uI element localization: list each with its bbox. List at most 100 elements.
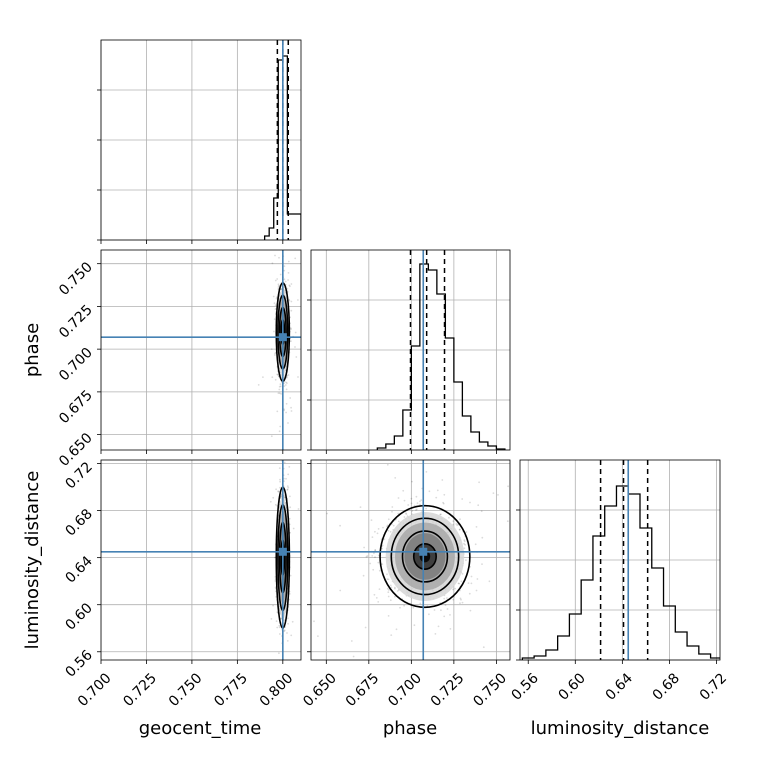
sample-point xyxy=(270,370,272,372)
sample-point xyxy=(278,467,281,469)
sample-point xyxy=(475,526,478,528)
sample-point xyxy=(402,489,405,492)
sample-point xyxy=(415,508,418,511)
sample-point xyxy=(464,543,466,546)
x-tick-label-luminosity_distance: 0.72 xyxy=(697,670,730,703)
truth-marker xyxy=(278,333,287,342)
sample-point xyxy=(280,288,282,291)
sample-point xyxy=(295,356,298,358)
sample-point xyxy=(288,466,291,468)
sample-point xyxy=(276,278,279,280)
sample-point xyxy=(412,606,415,609)
sample-point xyxy=(428,490,431,493)
sample-point xyxy=(474,543,477,546)
sample-point xyxy=(446,608,449,610)
sample-point xyxy=(286,489,289,491)
sample-point xyxy=(482,646,485,649)
sample-point xyxy=(286,727,288,729)
y-axis-title-luminosity_distance: luminosity_distance xyxy=(22,471,43,650)
sample-point xyxy=(264,211,266,213)
sample-point xyxy=(294,346,296,348)
sample-point xyxy=(301,204,303,206)
sample-point xyxy=(283,494,286,497)
panel-frame xyxy=(310,459,511,661)
sample-point xyxy=(470,575,473,578)
x-tick-label-luminosity_distance: 0.56 xyxy=(508,670,541,703)
sample-point xyxy=(286,632,288,634)
sample-point xyxy=(284,280,287,283)
sample-point xyxy=(286,485,289,487)
sample-point xyxy=(279,486,281,489)
sample-point xyxy=(468,592,471,595)
sample-point xyxy=(501,452,503,454)
sample-point xyxy=(283,269,286,272)
sample-point xyxy=(287,260,290,263)
sample-point xyxy=(467,582,470,584)
sample-point xyxy=(457,582,460,585)
sample-point xyxy=(277,715,279,717)
sample-point xyxy=(289,327,292,330)
sample-point xyxy=(272,295,275,298)
sample-point xyxy=(287,374,290,376)
sample-point xyxy=(275,488,277,491)
sample-point xyxy=(457,707,459,709)
sample-point xyxy=(283,629,286,632)
sample-point xyxy=(503,441,505,443)
sample-point xyxy=(439,513,442,516)
sample-point xyxy=(382,526,384,529)
sample-point xyxy=(443,597,446,600)
sample-point xyxy=(280,393,282,395)
sample-point xyxy=(294,257,297,260)
sample-point xyxy=(277,284,280,287)
contour-line xyxy=(390,517,460,596)
sample-point xyxy=(410,502,413,505)
sample-point xyxy=(442,502,445,505)
sample-point xyxy=(428,613,430,616)
sample-point xyxy=(394,586,396,589)
sample-point xyxy=(470,582,473,585)
sample-point xyxy=(282,245,284,247)
sample-point xyxy=(362,574,365,577)
panel-frame xyxy=(100,459,302,661)
sample-point xyxy=(488,580,491,583)
sample-point xyxy=(369,562,372,565)
sample-point xyxy=(374,530,376,533)
sample-point xyxy=(280,495,283,498)
y-tick-label-phase: 0.750 xyxy=(56,259,96,299)
sample-point xyxy=(278,388,281,391)
sample-point xyxy=(377,528,380,530)
sample-point xyxy=(269,500,272,503)
sample-point xyxy=(274,354,276,356)
sample-point xyxy=(370,519,373,521)
sample-point xyxy=(507,485,509,488)
sample-point xyxy=(516,576,518,578)
y-tick-label-phase: 0.700 xyxy=(56,345,96,385)
sample-point xyxy=(387,595,390,598)
sample-point xyxy=(381,547,383,550)
sample-point xyxy=(376,532,379,535)
sample-point xyxy=(525,667,527,669)
sample-point xyxy=(292,712,294,714)
sample-point xyxy=(283,717,285,719)
sample-point xyxy=(386,573,388,576)
sample-point xyxy=(279,385,282,388)
sample-point xyxy=(419,500,421,503)
sample-point xyxy=(463,547,466,550)
sample-point xyxy=(289,285,291,288)
sample-point xyxy=(278,256,280,259)
sample-point xyxy=(419,503,421,506)
panel-frame xyxy=(100,249,302,451)
sample-point xyxy=(276,661,278,663)
sample-point xyxy=(497,494,499,496)
sample-point xyxy=(290,328,292,331)
sample-point xyxy=(285,725,287,727)
sample-point xyxy=(459,602,461,605)
sample-point xyxy=(278,385,281,388)
scatter-panel-geocent_time-luminosity_distance xyxy=(97,370,302,729)
sample-point xyxy=(273,556,276,559)
sample-point xyxy=(452,598,455,601)
sample-point xyxy=(283,461,286,464)
sample-point xyxy=(461,498,464,500)
sample-point xyxy=(290,309,293,312)
sample-point xyxy=(477,504,480,507)
